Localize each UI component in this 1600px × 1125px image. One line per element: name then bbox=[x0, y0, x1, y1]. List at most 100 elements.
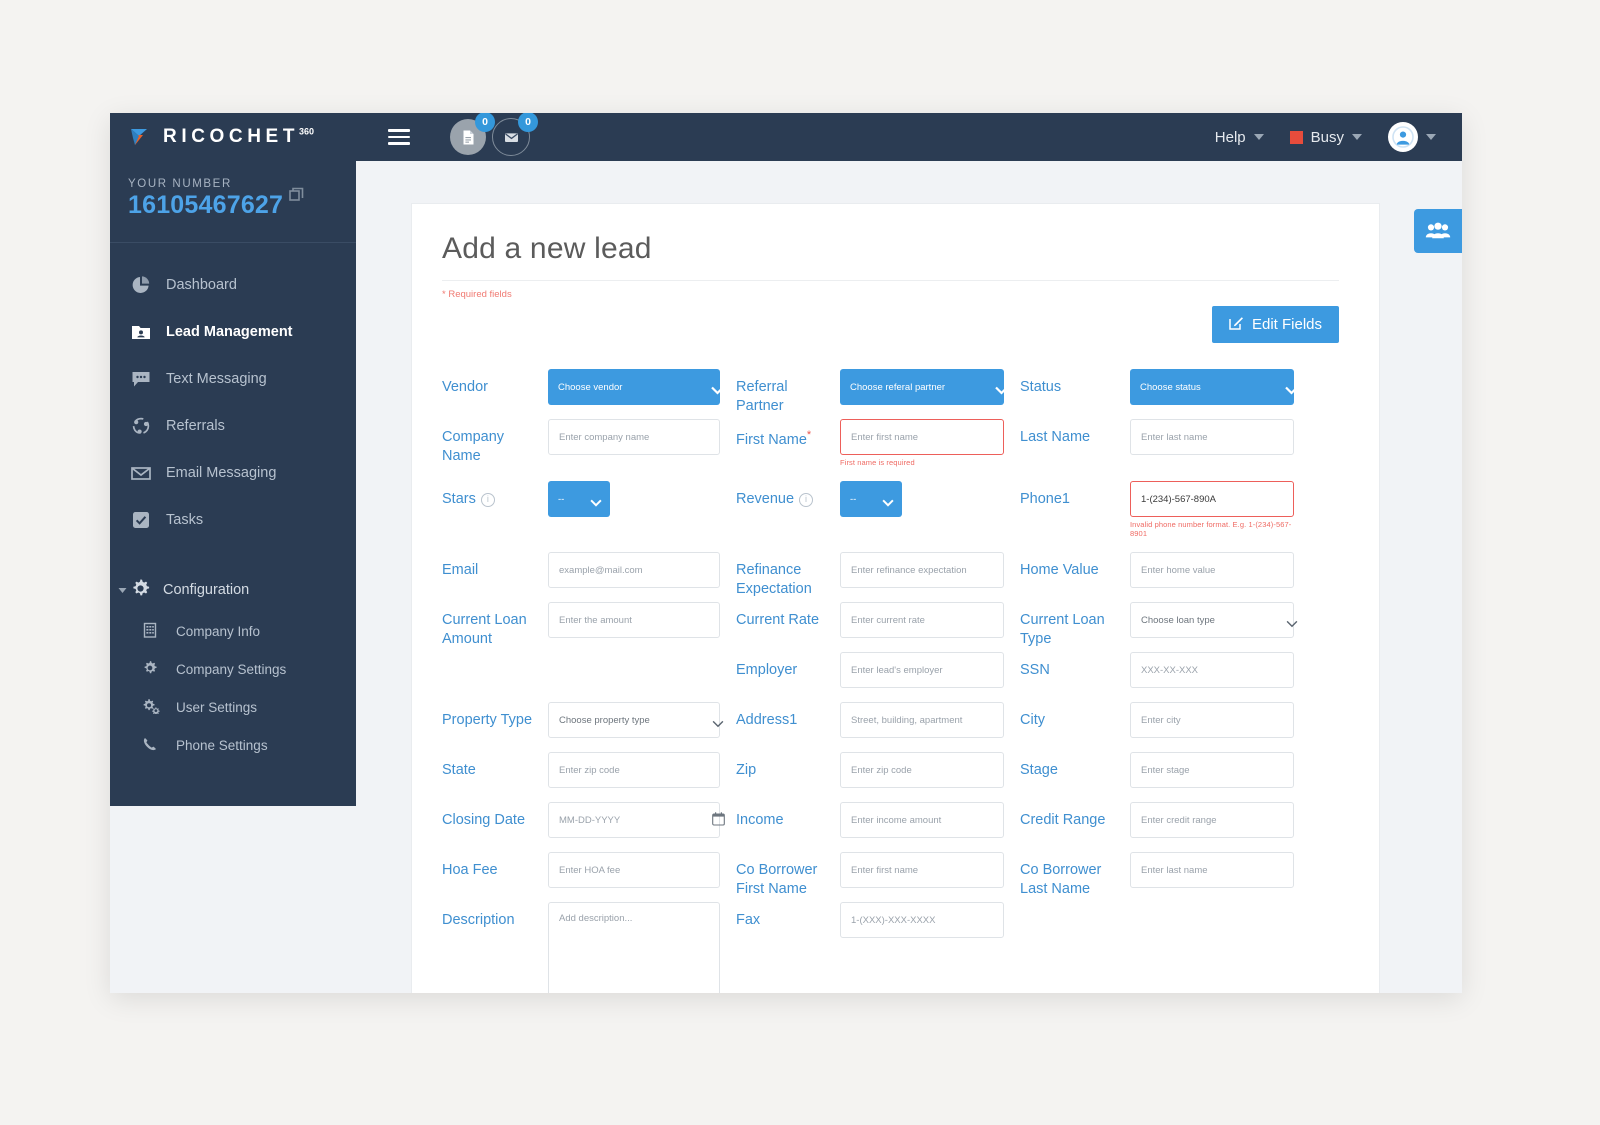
field-property-type: Choose property type bbox=[548, 702, 736, 752]
current-rate-input[interactable] bbox=[840, 602, 1004, 638]
user-menu[interactable] bbox=[1388, 122, 1436, 152]
label-home-value: Home Value bbox=[1020, 562, 1099, 578]
label-state: State bbox=[442, 762, 476, 778]
info-icon[interactable]: i bbox=[799, 493, 814, 507]
field-current-loan-type: Choose loan type bbox=[1130, 602, 1310, 652]
edit-fields-button[interactable]: Edit Fields bbox=[1211, 306, 1339, 343]
sidebar-item-tasks[interactable]: Tasks bbox=[110, 496, 356, 543]
label-current-rate: Current Rate bbox=[736, 612, 820, 628]
first-name-input[interactable] bbox=[840, 419, 1004, 455]
phone1-input[interactable] bbox=[1130, 481, 1294, 517]
label-spacer bbox=[442, 652, 548, 661]
employer-input[interactable] bbox=[840, 652, 1004, 688]
label-co-borrower-last-name: Co Borrower Last Name bbox=[1020, 862, 1102, 898]
field-status: Choose status bbox=[1130, 369, 1310, 419]
last-name-input[interactable] bbox=[1130, 419, 1294, 455]
field-closing-date bbox=[548, 802, 736, 852]
edit-fields-label: Edit Fields bbox=[1251, 316, 1322, 333]
sidebar-item-email-messaging[interactable]: Email Messaging bbox=[110, 449, 356, 496]
field-address1 bbox=[840, 702, 1020, 752]
field-home-value bbox=[1130, 552, 1310, 602]
field-hoa-fee bbox=[548, 852, 736, 902]
credit-range-input[interactable] bbox=[1130, 802, 1294, 838]
vendor-select[interactable]: Choose vendor bbox=[548, 369, 720, 405]
home-value-input[interactable] bbox=[1130, 552, 1294, 588]
brand-logo[interactable]: RICOCHET360 bbox=[110, 113, 356, 161]
field-credit-range bbox=[1130, 802, 1310, 852]
topbar: 0 0 Help Busy bbox=[356, 113, 1462, 161]
copy-icon[interactable] bbox=[289, 187, 305, 208]
refinance-expectation-input[interactable] bbox=[840, 552, 1004, 588]
sidebar-item-text-messaging[interactable]: Text Messaging bbox=[110, 355, 356, 402]
label-stage: Stage bbox=[1020, 762, 1058, 778]
sidebar-configuration-section: Configuration Company Info bbox=[110, 568, 356, 764]
required-asterisk: * bbox=[806, 429, 812, 441]
your-number-label: YOUR NUMBER bbox=[128, 178, 232, 190]
sidebar-item-label: Referrals bbox=[166, 417, 225, 434]
label-stars: Stars i bbox=[442, 481, 548, 509]
stars-select[interactable]: -- bbox=[548, 481, 610, 517]
field-first-name: First name is required bbox=[840, 419, 1020, 481]
fax-input[interactable] bbox=[840, 902, 1004, 938]
label-hoa-fee: Hoa Fee bbox=[442, 862, 498, 878]
people-panel-button[interactable] bbox=[1414, 209, 1462, 253]
sidebar-item-referrals[interactable]: Referrals bbox=[110, 402, 356, 449]
gears-icon bbox=[142, 698, 160, 716]
mail-button[interactable]: 0 bbox=[492, 113, 538, 156]
label-company-name: Company Name bbox=[442, 429, 505, 465]
people-group-icon bbox=[1425, 222, 1451, 239]
chevron-down-icon bbox=[1352, 134, 1362, 140]
info-icon[interactable]: i bbox=[480, 493, 495, 507]
city-input[interactable] bbox=[1130, 702, 1294, 738]
field-referral-partner: Choose referal partner bbox=[840, 369, 1020, 419]
fax-documents-button[interactable]: 0 bbox=[450, 113, 495, 155]
status-menu[interactable]: Busy bbox=[1289, 128, 1362, 146]
sidebar-item-dashboard[interactable]: Dashboard bbox=[110, 261, 356, 308]
state-input[interactable] bbox=[548, 752, 720, 788]
stage-input[interactable] bbox=[1130, 752, 1294, 788]
hamburger-icon[interactable] bbox=[388, 129, 410, 145]
document-icon bbox=[463, 130, 473, 144]
sidebar-item-phone-settings[interactable]: Phone Settings bbox=[110, 726, 356, 764]
property-type-select[interactable]: Choose property type bbox=[548, 702, 720, 738]
address1-input[interactable] bbox=[840, 702, 1004, 738]
field-vendor: Choose vendor bbox=[548, 369, 736, 419]
label-email: Email bbox=[442, 562, 479, 578]
help-menu[interactable]: Help bbox=[1215, 129, 1264, 146]
company-name-input[interactable] bbox=[548, 419, 720, 455]
field-spacer-end bbox=[1130, 902, 1310, 916]
status-select[interactable]: Choose status bbox=[1130, 369, 1294, 405]
sidebar-configuration-label: Configuration bbox=[163, 582, 250, 598]
referral-partner-select[interactable]: Choose referal partner bbox=[840, 369, 1004, 405]
revenue-select[interactable]: -- bbox=[840, 481, 902, 517]
sidebar-item-user-settings[interactable]: User Settings bbox=[110, 688, 356, 726]
pie-chart-icon bbox=[130, 274, 152, 296]
label-co-borrower-first-name: Co Borrower First Name bbox=[736, 862, 818, 898]
sidebar-item-configuration[interactable]: Configuration bbox=[110, 568, 356, 612]
sidebar-item-lead-management[interactable]: Lead Management bbox=[110, 308, 356, 355]
closing-date-input[interactable] bbox=[548, 802, 720, 838]
ssn-input[interactable] bbox=[1130, 652, 1294, 688]
avatar bbox=[1388, 122, 1418, 152]
sidebar-item-company-settings[interactable]: Company Settings bbox=[110, 650, 356, 688]
sidebar-item-label: Email Messaging bbox=[166, 464, 277, 481]
description-textarea[interactable] bbox=[548, 902, 720, 993]
field-current-loan-amount bbox=[548, 602, 736, 652]
co-borrower-first-name-input[interactable] bbox=[840, 852, 1004, 888]
current-loan-amount-input[interactable] bbox=[548, 602, 720, 638]
field-description bbox=[548, 902, 736, 993]
email-input[interactable] bbox=[548, 552, 720, 588]
current-loan-type-select[interactable]: Choose loan type bbox=[1130, 602, 1294, 638]
zip-input[interactable] bbox=[840, 752, 1004, 788]
co-borrower-last-name-input[interactable] bbox=[1130, 852, 1294, 888]
status-label: Busy bbox=[1310, 128, 1344, 146]
page-title: Add a new lead bbox=[442, 232, 1339, 281]
content-area: Add a new lead * Required fields Edit Fi… bbox=[356, 161, 1462, 993]
hoa-fee-input[interactable] bbox=[548, 852, 720, 888]
income-input[interactable] bbox=[840, 802, 1004, 838]
chat-bubble-icon bbox=[130, 368, 152, 390]
lead-form: Vendor Choose vendor Referral Partner Ch… bbox=[442, 369, 1339, 993]
sidebar-item-company-info[interactable]: Company Info bbox=[110, 612, 356, 650]
sidebar-item-label: Text Messaging bbox=[166, 370, 267, 387]
label-revenue: Revenue i bbox=[736, 481, 840, 509]
